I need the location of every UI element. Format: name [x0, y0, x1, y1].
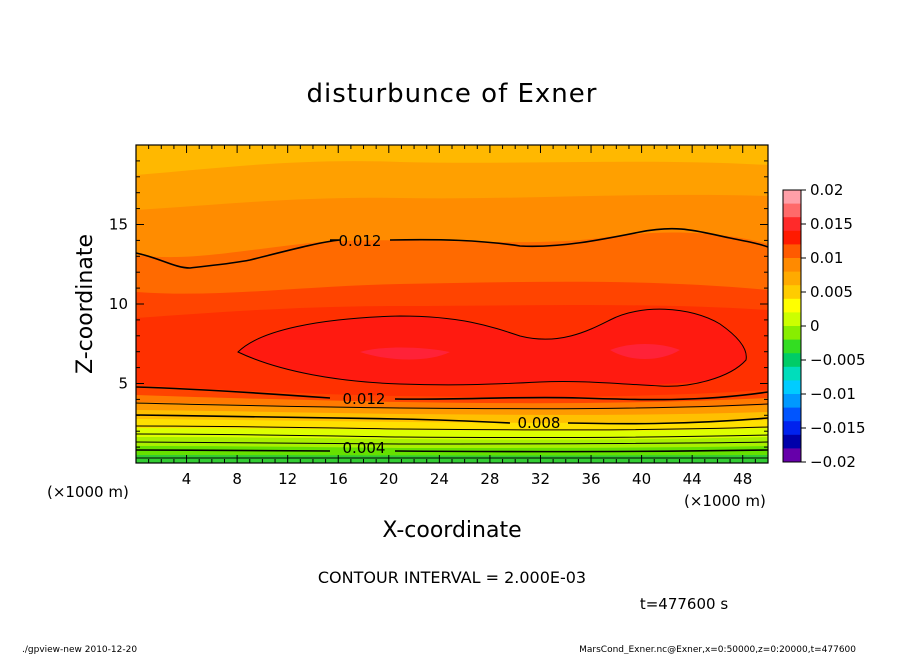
colorbar-swatch — [783, 407, 801, 422]
time-text: t=477600 s — [640, 595, 728, 613]
colorbar-swatch — [783, 421, 801, 436]
x-axis-ticks: 4 8 12 16 20 24 28 32 36 40 44 48 — [135, 145, 769, 488]
colorbar-swatch — [783, 448, 801, 463]
colorbar-swatch — [783, 326, 801, 341]
contour-interval-text: CONTOUR INTERVAL = 2.000E-03 — [318, 568, 586, 587]
colorbar-label: −0.01 — [810, 385, 856, 403]
colorbar-label: 0.015 — [810, 215, 853, 233]
x-tick-label: 20 — [379, 470, 398, 488]
colorbar-swatch — [783, 244, 801, 259]
field-core-red — [238, 309, 747, 387]
colorbar-swatch — [783, 434, 801, 449]
colorbar-label: 0.01 — [810, 249, 843, 267]
x-tick-label: 28 — [480, 470, 499, 488]
footer-right: MarsCond_Exner.nc@Exner,x=0:50000,z=0:20… — [579, 645, 856, 654]
colorbar-labels: 0.02 0.015 0.01 0.005 0 −0.005 −0.01 −0.015 −0.0… — [801, 181, 866, 471]
colorbar-swatch — [783, 312, 801, 327]
colorbar-label: 0.005 — [810, 283, 853, 301]
colorbar-swatch — [783, 230, 801, 245]
colorbar-swatch — [783, 366, 801, 381]
contour-label: 0.012 — [343, 390, 386, 408]
colorbar-swatch — [783, 258, 801, 273]
colorbar-swatch — [783, 353, 801, 368]
colorbar-swatch — [783, 203, 801, 218]
colorbar-label: 0.02 — [810, 181, 843, 199]
contour-field — [136, 145, 768, 463]
x-tick-label: 36 — [581, 470, 600, 488]
y-axis-title: Z-coordinate — [73, 234, 98, 374]
contour-line-0012-lower — [136, 386, 768, 401]
x-axis-title: X-coordinate — [382, 518, 521, 543]
chart-title: disturbunce of Exner — [307, 79, 598, 109]
y-tick-label: 15 — [109, 216, 128, 234]
x-tick-label: 4 — [182, 470, 192, 488]
y-tick-label: 10 — [109, 295, 128, 313]
contour-line-core — [237, 308, 747, 387]
contour-line-0006 — [136, 433, 768, 439]
contour-line-0012-upper — [136, 227, 768, 269]
colorbar-label: −0.005 — [810, 351, 866, 369]
colorbar-swatch — [783, 298, 801, 313]
y-tick-label: 5 — [118, 375, 128, 393]
footer-left: ./gpview-new 2010-12-20 — [22, 645, 137, 654]
x-tick-label: 24 — [430, 470, 449, 488]
colorbar-swatch — [783, 217, 801, 232]
colorbar-swatch — [783, 271, 801, 286]
colorbar — [783, 190, 801, 463]
colorbar-label: 0 — [810, 317, 820, 335]
contour-labels: 0.012 0.012 0.008 0.004 — [339, 232, 561, 457]
contour-line-0010 — [136, 402, 768, 410]
contour-line-0004 — [136, 449, 768, 453]
colorbar-swatch — [783, 394, 801, 409]
contour-line-0005 — [136, 441, 768, 445]
x-tick-label: 44 — [683, 470, 702, 488]
colorbar-swatch — [783, 285, 801, 300]
x-tick-label: 40 — [632, 470, 651, 488]
contour-label: 0.008 — [518, 414, 561, 432]
colorbar-swatch — [783, 190, 801, 205]
x-tick-label: 32 — [531, 470, 550, 488]
contour-label: 0.012 — [339, 232, 382, 250]
y-axis-ticks: 5 10 15 — [109, 144, 768, 464]
x-unit-left: (×1000 m) — [47, 483, 129, 501]
field-core-inner — [360, 344, 680, 360]
x-tick-label: 8 — [232, 470, 242, 488]
x-unit-right: (×1000 m) — [684, 492, 766, 510]
colorbar-swatch — [783, 339, 801, 354]
contour-line-0007 — [136, 425, 768, 431]
contour-label: 0.004 — [343, 439, 386, 457]
colorbar-label: −0.02 — [810, 453, 856, 471]
x-tick-label: 48 — [733, 470, 752, 488]
x-tick-label: 16 — [329, 470, 348, 488]
colorbar-label: −0.015 — [810, 419, 866, 437]
x-tick-label: 12 — [278, 470, 297, 488]
colorbar-swatch — [783, 380, 801, 395]
contour-lines — [136, 227, 768, 459]
contour-line-0008 — [136, 414, 768, 425]
